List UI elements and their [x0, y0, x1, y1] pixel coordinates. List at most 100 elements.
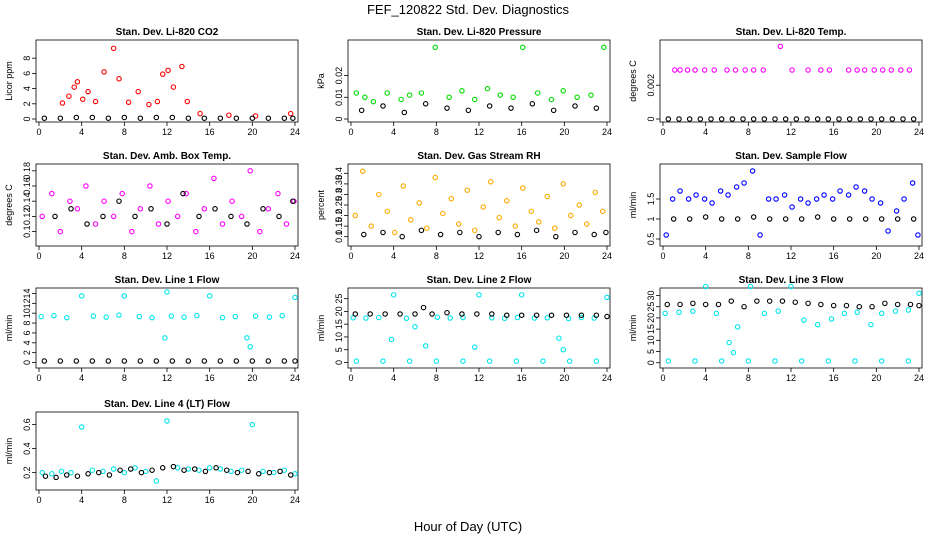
data-point: [290, 115, 296, 121]
data-point: [697, 116, 704, 122]
x-tick-label: 24: [602, 251, 612, 261]
data-point: [709, 200, 715, 206]
data-point: [591, 231, 597, 238]
data-point: [95, 469, 102, 476]
data-point: [292, 294, 298, 301]
data-point: [183, 190, 189, 197]
data-point: [219, 314, 226, 321]
data-point: [132, 213, 138, 220]
y-axis-label: ml/min: [628, 315, 638, 342]
x-tick-label: 8: [434, 127, 439, 137]
data-point: [249, 358, 256, 364]
data-point: [193, 228, 199, 235]
data-point: [732, 67, 739, 73]
x-tick-label: 12: [162, 495, 172, 505]
data-point: [370, 98, 377, 105]
x-tick-label: 4: [79, 251, 84, 261]
data-point: [228, 213, 234, 220]
plot-frame: [347, 39, 611, 123]
data-point: [846, 116, 853, 122]
x-tick-label: 20: [247, 251, 257, 261]
x-tick-label: 4: [703, 127, 708, 137]
data-point: [238, 467, 245, 473]
data-point: [782, 216, 789, 222]
data-point: [353, 358, 360, 364]
data-point: [116, 312, 122, 318]
data-point: [170, 463, 177, 470]
data-point: [388, 336, 395, 343]
y-tick-label: 6: [22, 71, 32, 76]
x-tick-label: 24: [602, 373, 612, 383]
data-point: [459, 311, 465, 317]
data-point: [464, 187, 471, 193]
data-point: [901, 196, 907, 202]
data-point: [566, 358, 573, 364]
data-point: [669, 196, 676, 202]
x-tick-label: 20: [247, 127, 257, 137]
data-point: [465, 107, 472, 114]
data-point: [805, 300, 811, 307]
data-point: [444, 309, 450, 316]
data-point: [604, 313, 610, 320]
x-tick-label: 20: [871, 251, 881, 261]
x-tick-label: 16: [517, 373, 527, 383]
data-series-2: [352, 304, 610, 320]
data-point: [39, 213, 45, 220]
data-point: [893, 208, 900, 214]
data-point: [169, 114, 176, 121]
data-point: [718, 216, 725, 222]
data-series-1: [38, 289, 298, 350]
data-point: [277, 468, 283, 475]
data-point: [550, 107, 557, 114]
data-series-1: [59, 45, 294, 119]
chart-panel-4: Stan. Dev. Amb. Box Temp.0 4 8 12 16 20 240.10…: [4, 151, 300, 261]
x-tick-label: 4: [703, 251, 708, 261]
data-point: [662, 310, 668, 317]
data-point: [412, 323, 418, 330]
data-point: [745, 358, 752, 364]
data-point: [508, 105, 514, 111]
data-point: [89, 114, 96, 121]
x-tick-label: 24: [602, 127, 612, 137]
data-point: [788, 283, 794, 290]
data-point: [202, 468, 209, 475]
data-point: [196, 213, 202, 220]
data-point: [84, 221, 90, 227]
figure-xlabel: Hour of Day (UTC): [414, 519, 522, 534]
figure-title: FEF_120822 Std. Dev. Diagnostics: [367, 2, 570, 17]
data-point: [155, 221, 162, 227]
data-point: [89, 358, 96, 364]
data-point: [359, 168, 366, 174]
data-point: [476, 233, 482, 240]
data-series-2: [358, 101, 600, 116]
data-point: [885, 228, 891, 234]
data-point: [910, 216, 917, 222]
x-tick-label: 8: [122, 373, 127, 383]
data-point: [121, 358, 128, 364]
data-point: [684, 67, 691, 73]
data-point: [362, 94, 368, 101]
data-point: [843, 302, 850, 309]
x-tick-label: 0: [660, 373, 665, 383]
x-tick-label: 16: [205, 373, 215, 383]
data-point: [63, 472, 70, 478]
data-point: [110, 45, 117, 52]
data-point: [101, 198, 107, 204]
x-tick-label: 20: [559, 127, 569, 137]
y-tick-label: 1.5: [646, 193, 656, 206]
data-point: [775, 308, 781, 314]
data-point: [119, 190, 125, 197]
data-point: [92, 221, 99, 227]
data-point: [826, 67, 833, 73]
data-point: [599, 208, 606, 215]
data-point: [266, 314, 273, 320]
y-tick-label: 8: [22, 321, 32, 326]
data-point: [400, 183, 407, 189]
data-point: [869, 196, 875, 202]
data-point: [367, 311, 373, 317]
data-point: [201, 115, 208, 121]
data-point: [471, 96, 478, 103]
x-tick-label: 0: [660, 251, 665, 261]
data-point: [519, 185, 526, 191]
